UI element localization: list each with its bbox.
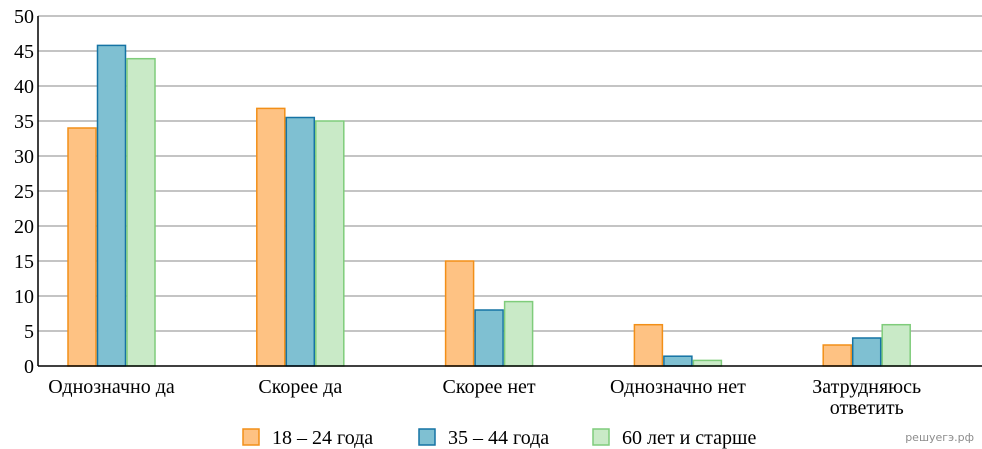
y-tick-label: 45 xyxy=(14,41,34,63)
bar xyxy=(285,116,316,367)
y-tick-label: 15 xyxy=(14,251,34,273)
bar xyxy=(822,344,852,367)
bar xyxy=(126,57,156,367)
y-tick-label: 10 xyxy=(14,286,34,308)
legend: 18 – 24 года 35 – 44 года 60 лет и старше xyxy=(242,427,756,449)
x-tick-label: ответить xyxy=(830,397,904,419)
y-tick-label: 20 xyxy=(14,216,34,238)
y-tick-label: 50 xyxy=(14,6,34,28)
legend-label: 60 лет и старше xyxy=(622,427,756,449)
bar xyxy=(851,337,882,367)
bars xyxy=(67,44,911,367)
y-tick-label: 25 xyxy=(14,181,34,203)
legend-swatch xyxy=(592,428,610,446)
y-tick-label: 35 xyxy=(14,111,34,133)
bar xyxy=(256,107,286,367)
y-tick-label: 5 xyxy=(24,321,34,343)
bar xyxy=(67,127,97,367)
x-tick-label: Затрудняюсь xyxy=(812,376,921,398)
legend-swatch xyxy=(418,428,436,446)
legend-label: 18 – 24 года xyxy=(272,427,373,449)
bar xyxy=(503,300,534,367)
legend-swatch xyxy=(242,428,260,446)
grid xyxy=(38,15,982,332)
bar xyxy=(692,359,723,367)
bar xyxy=(881,323,911,367)
bar xyxy=(444,260,475,367)
watermark: решуегэ.рф xyxy=(905,431,974,444)
y-tick-label: 30 xyxy=(14,146,34,168)
bar xyxy=(315,120,345,367)
x-tick-label: Скорее нет xyxy=(443,376,536,398)
y-axis-ticks: 0 5 10 15 20 25 30 35 40 45 50 xyxy=(14,6,34,378)
bar xyxy=(633,323,664,367)
bar xyxy=(96,44,127,367)
y-tick-label: 0 xyxy=(24,356,34,378)
x-tick-label: Однозначно нет xyxy=(610,376,746,398)
y-tick-label: 40 xyxy=(14,76,34,98)
x-tick-label: Однозначно да xyxy=(48,376,175,398)
bar xyxy=(663,355,693,367)
bar xyxy=(474,309,504,367)
legend-label: 35 – 44 года xyxy=(448,427,549,449)
category-labels: Однозначно да Скорее да Скорее нет Однознач… xyxy=(48,376,921,419)
x-tick-label: Скорее да xyxy=(258,376,342,398)
